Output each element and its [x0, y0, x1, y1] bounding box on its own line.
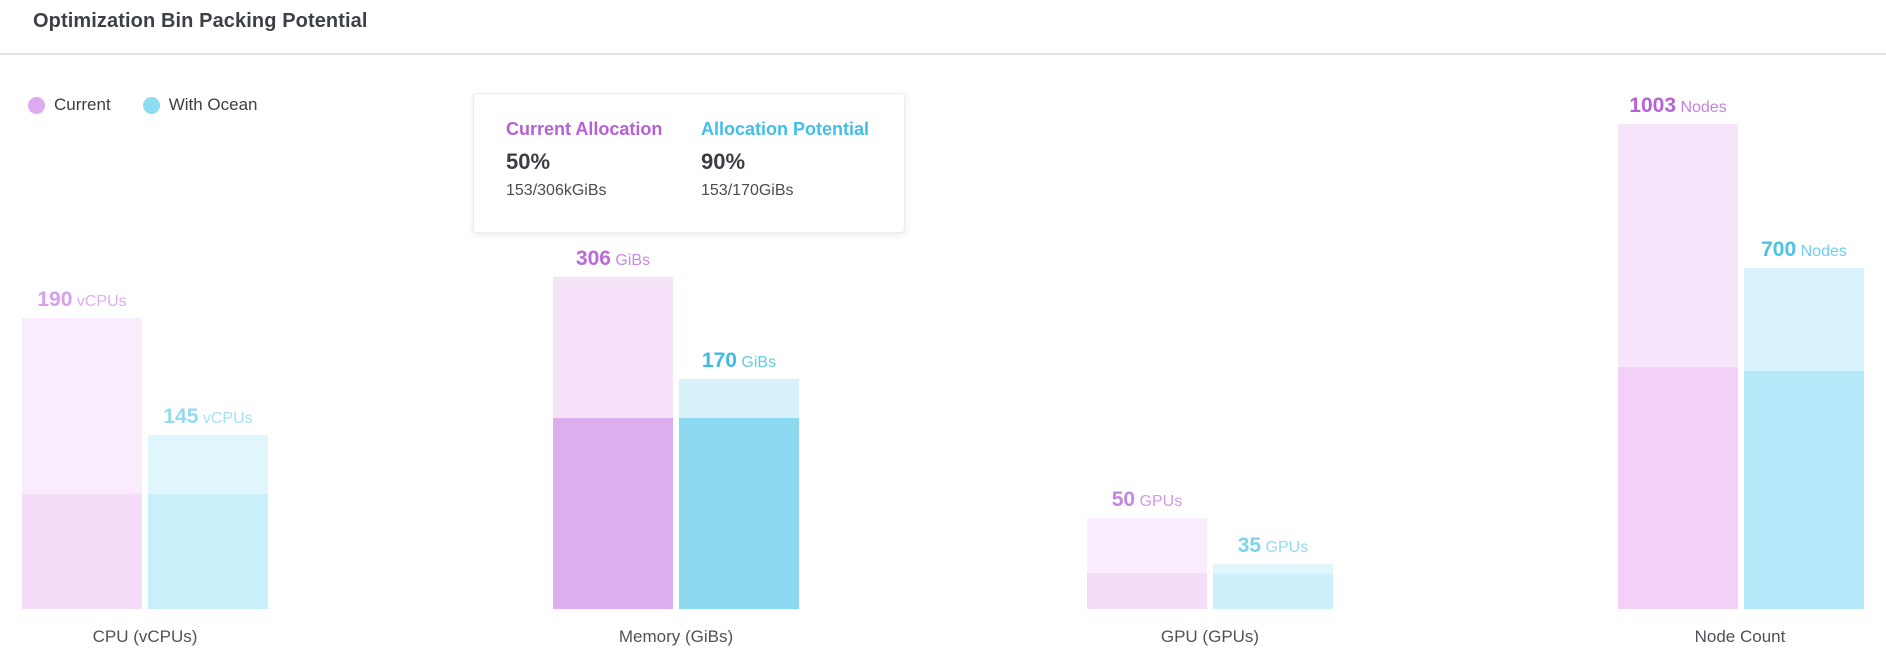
bar-unit-gpu-with-ocean: GPUs	[1261, 539, 1309, 556]
legend-item-with-ocean[interactable]: With Ocean	[142, 95, 258, 115]
bar-unit-nodes-current: Nodes	[1676, 99, 1727, 116]
legend-item-current[interactable]: Current	[28, 95, 111, 115]
bar-unit-cpu-with-ocean: vCPUs	[198, 410, 253, 427]
bar-value-label-gpu-current: 50 GPUs	[1037, 489, 1257, 513]
bar-unit-memory-with-ocean: GiBs	[736, 354, 777, 371]
tooltip-potential-title: Allocation Potential	[701, 119, 870, 139]
category-label-cpu: CPU (vCPUs)	[92, 627, 198, 646]
bar-allocated-segment-gpu-with-ocean	[1213, 574, 1333, 609]
bar-allocated-segment-nodes-current	[1618, 367, 1738, 609]
bar-unit-memory-current: GiBs	[610, 252, 651, 269]
allocation-tooltip: Current Allocation 50% 153/306kGiBs Allo…	[473, 93, 905, 233]
bar-nodes-current[interactable]	[1618, 124, 1738, 609]
bar-memory-current[interactable]	[553, 277, 673, 609]
tooltip-current-title: Current Allocation	[506, 119, 663, 139]
bar-value-label-gpu-with-ocean: 35 GPUs	[1163, 535, 1383, 559]
bar-value-memory-with-ocean: 170	[701, 349, 737, 372]
page-title: Optimization Bin Packing Potential	[33, 10, 368, 32]
bar-value-label-cpu-with-ocean: 145 vCPUs	[98, 406, 318, 430]
bar-allocated-segment-nodes-with-ocean	[1744, 371, 1864, 609]
legend-label: With Ocean	[168, 95, 258, 114]
bar-gpu-current[interactable]	[1087, 518, 1207, 609]
bar-value-label-cpu-current: 190 vCPUs	[0, 289, 192, 313]
bar-value-nodes-current: 1003	[1629, 94, 1676, 117]
bar-memory-with-ocean[interactable]	[679, 379, 799, 609]
bar-value-label-memory-current: 306 GiBs	[503, 248, 723, 272]
current-series-dot-icon	[28, 96, 45, 114]
bar-allocated-segment-memory-with-ocean	[679, 418, 799, 609]
bar-nodes-with-ocean[interactable]	[1744, 268, 1864, 609]
tooltip-current-column: Current Allocation 50% 153/306kGiBs	[506, 119, 701, 200]
bar-value-gpu-with-ocean: 35	[1237, 534, 1262, 557]
bar-gpu-with-ocean[interactable]	[1213, 564, 1333, 609]
bar-unit-cpu-current: vCPUs	[72, 293, 127, 310]
bar-cpu-with-ocean[interactable]	[148, 435, 268, 609]
tooltip-potential-detail: 153/170GiBs	[701, 182, 794, 199]
bar-value-label-nodes-current: 1003 Nodes	[1568, 95, 1788, 119]
bar-cpu-current[interactable]	[22, 318, 142, 609]
category-label-gpu: GPU (GPUs)	[1160, 627, 1260, 646]
bar-value-label-nodes-with-ocean: 700 Nodes	[1694, 239, 1886, 263]
category-label-memory: Memory (GiBs)	[618, 627, 734, 646]
bar-allocated-segment-cpu-with-ocean	[148, 494, 268, 609]
bar-value-cpu-current: 190	[37, 288, 73, 311]
bar-unit-nodes-with-ocean: Nodes	[1796, 243, 1847, 260]
bar-value-gpu-current: 50	[1111, 488, 1136, 511]
with-ocean-series-dot-icon	[142, 96, 160, 114]
bar-allocated-segment-gpu-current	[1087, 573, 1207, 609]
tooltip-current-detail: 153/306kGiBs	[506, 182, 607, 199]
bar-allocated-segment-cpu-current	[22, 494, 142, 609]
bar-value-nodes-with-ocean: 700	[1761, 238, 1797, 261]
header-divider	[0, 53, 1886, 55]
bar-value-label-memory-with-ocean: 170 GiBs	[629, 350, 849, 374]
bar-unit-gpu-current: GPUs	[1135, 493, 1183, 510]
tooltip-current-percent: 50%	[506, 149, 551, 174]
category-label-nodes: Node Count	[1694, 627, 1786, 646]
bar-value-cpu-with-ocean: 145	[163, 405, 199, 428]
bar-allocated-segment-memory-current	[553, 418, 673, 609]
tooltip-potential-percent: 90%	[701, 149, 746, 174]
legend-label: Current	[54, 95, 111, 114]
bar-value-memory-current: 306	[575, 247, 611, 270]
tooltip-potential-column: Allocation Potential 90% 153/170GiBs	[701, 119, 891, 200]
chart-legend: Current With Ocean	[28, 95, 258, 115]
